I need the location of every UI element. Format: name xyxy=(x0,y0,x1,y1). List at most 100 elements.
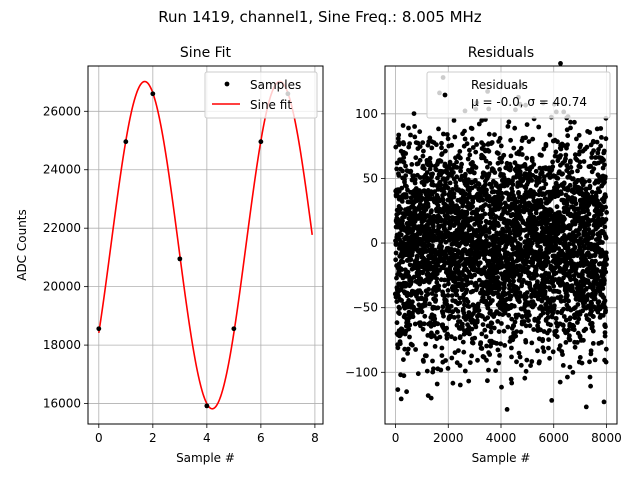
residual-point xyxy=(455,314,461,319)
residual-point xyxy=(567,333,572,339)
residual-point xyxy=(518,145,524,151)
residual-point xyxy=(588,163,593,169)
residual-point xyxy=(529,359,535,364)
residual-point xyxy=(433,299,438,304)
residual-point xyxy=(401,357,406,362)
residual-point xyxy=(495,275,501,280)
residual-point xyxy=(526,318,531,323)
residual-point xyxy=(589,189,595,195)
residual-point xyxy=(410,314,416,320)
sample-point xyxy=(177,256,183,262)
residual-point xyxy=(475,301,481,307)
residual-point xyxy=(603,136,609,142)
residual-point xyxy=(435,262,441,268)
residual-point xyxy=(603,346,609,352)
residual-point xyxy=(567,182,573,188)
residual-point xyxy=(508,230,513,236)
residual-point xyxy=(598,211,604,217)
residual-point xyxy=(602,330,608,335)
residual-point xyxy=(590,341,596,346)
residual-point xyxy=(586,317,592,323)
residual-point xyxy=(555,176,561,181)
residual-point xyxy=(507,278,513,284)
residual-point xyxy=(568,164,574,170)
residual-point xyxy=(568,223,574,229)
residual-point xyxy=(585,192,591,197)
residual-point xyxy=(441,191,447,197)
residual-point xyxy=(588,383,593,389)
residual-point xyxy=(526,264,531,270)
residual-point xyxy=(469,126,475,131)
residual-point xyxy=(448,303,454,309)
residual-point xyxy=(565,133,571,139)
residual-point xyxy=(447,159,453,165)
residual-point xyxy=(541,349,547,354)
residual-point xyxy=(452,336,458,342)
residual-point xyxy=(494,341,500,346)
residual-point xyxy=(457,149,463,154)
residual-point xyxy=(425,291,431,297)
residual-point xyxy=(434,142,439,148)
residual-point xyxy=(530,136,536,142)
residual-point xyxy=(547,355,552,361)
residual-point xyxy=(568,125,573,131)
residual-point xyxy=(553,242,559,248)
residual-point xyxy=(537,359,542,364)
residual-point xyxy=(498,143,504,149)
residual-point xyxy=(512,237,518,243)
residual-point xyxy=(404,184,409,189)
residual-point xyxy=(578,236,584,241)
residual-point xyxy=(569,169,575,175)
residual-point xyxy=(509,354,514,360)
residual-point xyxy=(418,276,424,282)
residual-point xyxy=(598,143,603,149)
residual-point xyxy=(581,337,586,343)
residual-point xyxy=(408,132,413,138)
residual-point xyxy=(443,254,449,259)
residual-point xyxy=(417,129,423,135)
residual-point xyxy=(556,289,562,295)
residual-point xyxy=(405,351,410,356)
residual-point xyxy=(561,181,567,186)
residual-point xyxy=(565,245,571,251)
residual-point xyxy=(456,205,461,211)
residuals-xtick-label: 8000 xyxy=(591,431,622,445)
residual-point xyxy=(435,305,441,311)
residuals-ticks: 0 2000 4000 6000 8000 −100 −50 0 50 100 xyxy=(345,107,622,445)
residual-point xyxy=(440,304,446,310)
residual-point xyxy=(508,293,514,299)
residual-point xyxy=(496,360,501,366)
residual-point xyxy=(435,187,441,192)
residual-point xyxy=(471,170,477,176)
residual-point xyxy=(401,155,407,161)
residual-point xyxy=(593,155,598,160)
residual-point xyxy=(554,204,560,210)
sample-point xyxy=(150,91,156,97)
residual-point xyxy=(473,149,479,155)
residual-point xyxy=(482,182,488,188)
residual-point xyxy=(480,174,485,180)
residual-point xyxy=(529,340,535,346)
residual-point xyxy=(542,291,548,297)
residual-point xyxy=(478,340,484,345)
residual-point xyxy=(428,163,434,168)
residual-point xyxy=(420,153,426,159)
residual-point xyxy=(527,323,533,329)
residual-point xyxy=(435,321,441,327)
residual-point xyxy=(583,404,589,410)
residual-point xyxy=(412,177,418,183)
residual-point xyxy=(488,329,494,335)
residual-point xyxy=(421,321,427,327)
residual-point xyxy=(540,310,546,316)
residual-point xyxy=(565,142,570,148)
residual-point xyxy=(464,287,470,293)
sine-fit-legend-box xyxy=(204,71,318,119)
residual-point xyxy=(590,139,596,145)
residual-point xyxy=(557,240,563,246)
residual-point xyxy=(599,135,604,140)
residual-point xyxy=(419,309,425,315)
residual-point xyxy=(464,211,470,217)
residual-point xyxy=(575,302,581,307)
residual-point xyxy=(584,144,590,150)
